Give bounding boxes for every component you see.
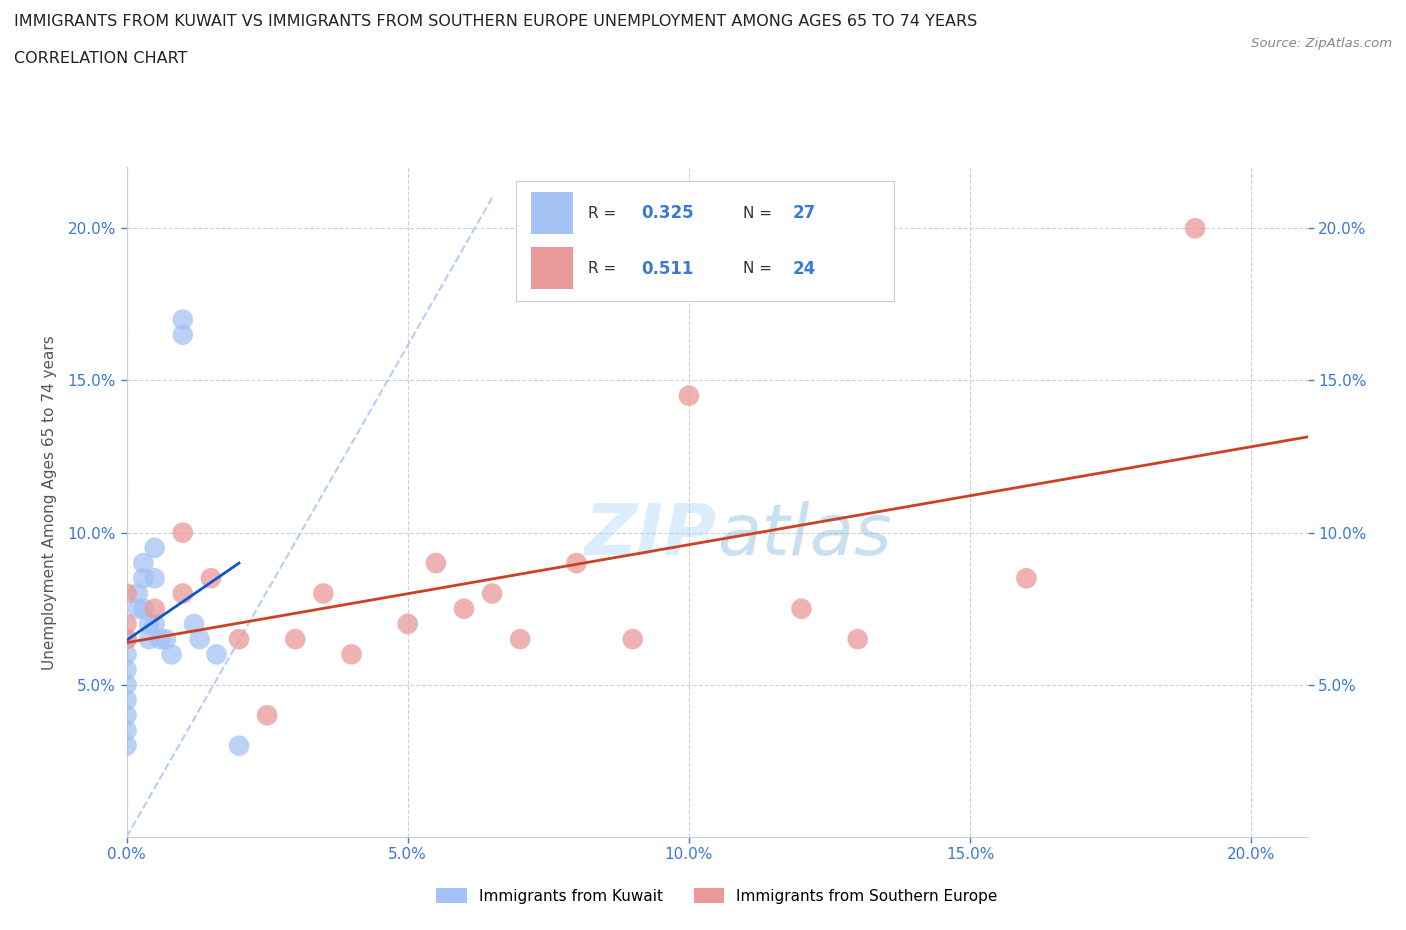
Point bbox=[115, 738, 138, 753]
Point bbox=[143, 540, 166, 555]
Point bbox=[172, 327, 194, 342]
Point bbox=[172, 312, 194, 327]
Point bbox=[132, 602, 155, 617]
Point bbox=[115, 723, 138, 737]
Point bbox=[205, 647, 228, 662]
Point bbox=[790, 602, 813, 617]
Point bbox=[172, 586, 194, 601]
Point bbox=[425, 555, 447, 570]
Point bbox=[115, 677, 138, 692]
Point bbox=[127, 586, 149, 601]
Point bbox=[115, 708, 138, 723]
Point bbox=[284, 631, 307, 646]
Point bbox=[115, 631, 138, 646]
Point bbox=[172, 525, 194, 540]
Point bbox=[1015, 571, 1038, 586]
Point bbox=[143, 571, 166, 586]
Point bbox=[183, 617, 205, 631]
Point bbox=[143, 617, 166, 631]
Point bbox=[228, 631, 250, 646]
Point bbox=[565, 555, 588, 570]
Point bbox=[160, 647, 183, 662]
Point bbox=[138, 617, 160, 631]
Text: IMMIGRANTS FROM KUWAIT VS IMMIGRANTS FROM SOUTHERN EUROPE UNEMPLOYMENT AMONG AGE: IMMIGRANTS FROM KUWAIT VS IMMIGRANTS FRO… bbox=[14, 14, 977, 29]
Point bbox=[1184, 220, 1206, 235]
Point bbox=[228, 738, 250, 753]
Point bbox=[115, 631, 138, 646]
Point bbox=[115, 693, 138, 708]
Point bbox=[312, 586, 335, 601]
Point bbox=[115, 617, 138, 631]
Point bbox=[132, 555, 155, 570]
Text: ZIP: ZIP bbox=[585, 501, 717, 570]
Point bbox=[340, 647, 363, 662]
Point bbox=[481, 586, 503, 601]
Point bbox=[396, 617, 419, 631]
Point bbox=[621, 631, 644, 646]
Point bbox=[143, 602, 166, 617]
Legend: Immigrants from Kuwait, Immigrants from Southern Europe: Immigrants from Kuwait, Immigrants from … bbox=[430, 882, 1004, 910]
Point bbox=[115, 662, 138, 677]
Text: atlas: atlas bbox=[717, 501, 891, 570]
Point bbox=[256, 708, 278, 723]
Point bbox=[200, 571, 222, 586]
Point bbox=[138, 631, 160, 646]
Point bbox=[678, 388, 700, 403]
Point bbox=[115, 586, 138, 601]
Point bbox=[127, 602, 149, 617]
Text: CORRELATION CHART: CORRELATION CHART bbox=[14, 51, 187, 66]
Point bbox=[509, 631, 531, 646]
Point bbox=[155, 631, 177, 646]
Point bbox=[188, 631, 211, 646]
Y-axis label: Unemployment Among Ages 65 to 74 years: Unemployment Among Ages 65 to 74 years bbox=[42, 335, 56, 670]
Point bbox=[132, 571, 155, 586]
Point bbox=[846, 631, 869, 646]
Point bbox=[115, 647, 138, 662]
Point bbox=[453, 602, 475, 617]
Point bbox=[149, 631, 172, 646]
Text: Source: ZipAtlas.com: Source: ZipAtlas.com bbox=[1251, 37, 1392, 50]
